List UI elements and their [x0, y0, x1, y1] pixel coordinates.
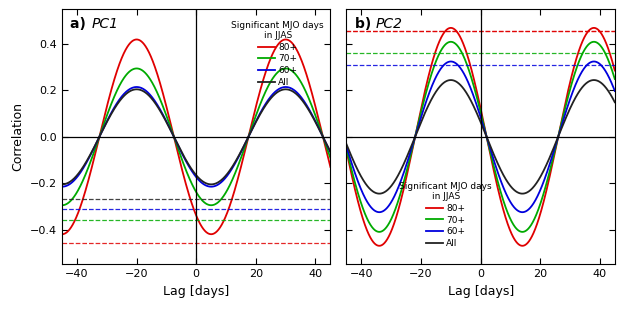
- 60+: [604, 72, 611, 76]
- 80+: [466, 63, 474, 67]
- All: [604, 88, 611, 91]
- 80+: [604, 44, 611, 48]
- 60+: [319, 135, 327, 138]
- 70+: [447, 40, 455, 44]
- All: [72, 175, 79, 179]
- All: [447, 78, 455, 82]
- 60+: [555, 135, 562, 139]
- 60+: [466, 85, 474, 89]
- 60+: [611, 89, 619, 93]
- 60+: [604, 72, 611, 76]
- 70+: [376, 230, 383, 234]
- Text: a): a): [70, 17, 91, 31]
- 70+: [611, 77, 619, 81]
- 80+: [604, 44, 611, 48]
- 60+: [72, 177, 79, 180]
- X-axis label: Lag [days]: Lag [days]: [448, 285, 514, 298]
- All: [189, 169, 196, 172]
- 60+: [189, 170, 196, 174]
- 80+: [189, 204, 196, 208]
- 60+: [343, 145, 350, 149]
- Line: 60+: 60+: [347, 62, 615, 212]
- 80+: [319, 134, 327, 137]
- 70+: [604, 56, 611, 59]
- Line: 80+: 80+: [347, 28, 615, 246]
- 80+: [270, 50, 277, 54]
- 80+: [327, 165, 334, 169]
- Line: 60+: 60+: [62, 87, 330, 187]
- 60+: [182, 158, 189, 162]
- All: [319, 134, 327, 138]
- 70+: [319, 134, 327, 138]
- 60+: [473, 105, 481, 109]
- 80+: [611, 69, 619, 72]
- All: [376, 192, 383, 196]
- 70+: [270, 76, 277, 79]
- 80+: [72, 216, 79, 220]
- 70+: [72, 192, 79, 196]
- All: [611, 100, 619, 104]
- All: [343, 142, 350, 146]
- 80+: [282, 38, 289, 41]
- Text: b): b): [355, 17, 376, 31]
- 80+: [343, 149, 350, 153]
- 60+: [356, 185, 364, 189]
- 60+: [447, 60, 455, 63]
- 80+: [356, 208, 364, 211]
- 60+: [319, 134, 327, 138]
- Line: All: All: [347, 80, 615, 194]
- All: [270, 94, 277, 97]
- 70+: [466, 72, 474, 76]
- Legend: 80+, 70+, 60+, All: 80+, 70+, 60+, All: [396, 178, 496, 252]
- 80+: [473, 91, 481, 95]
- All: [182, 157, 189, 161]
- Line: 80+: 80+: [62, 39, 330, 234]
- All: [327, 150, 334, 153]
- Line: 70+: 70+: [62, 68, 330, 205]
- 80+: [319, 134, 327, 138]
- All: [282, 87, 289, 91]
- All: [58, 183, 66, 186]
- All: [319, 135, 327, 138]
- 70+: [282, 67, 289, 70]
- Legend: 80+, 70+, 60+, All: 80+, 70+, 60+, All: [228, 17, 328, 91]
- Line: All: All: [62, 89, 330, 184]
- 60+: [376, 210, 383, 214]
- 70+: [604, 55, 611, 59]
- X-axis label: Lag [days]: Lag [days]: [163, 285, 229, 298]
- All: [473, 112, 481, 116]
- Text: PC2: PC2: [376, 17, 403, 31]
- 70+: [555, 136, 562, 139]
- 70+: [473, 97, 481, 101]
- Line: 70+: 70+: [347, 42, 615, 232]
- 60+: [58, 185, 66, 188]
- 70+: [327, 156, 334, 160]
- 70+: [182, 167, 189, 171]
- 80+: [447, 26, 455, 30]
- 70+: [319, 134, 327, 138]
- 80+: [376, 244, 383, 248]
- Y-axis label: Correlation: Correlation: [12, 102, 25, 171]
- 70+: [343, 147, 350, 151]
- All: [555, 135, 562, 139]
- All: [466, 97, 474, 101]
- All: [604, 87, 611, 91]
- 80+: [555, 136, 562, 139]
- All: [356, 173, 364, 177]
- 60+: [327, 151, 334, 154]
- 70+: [58, 203, 66, 207]
- Text: PC1: PC1: [92, 17, 119, 31]
- 60+: [282, 85, 289, 89]
- 70+: [356, 198, 364, 202]
- 80+: [182, 181, 189, 184]
- 80+: [58, 232, 66, 236]
- 60+: [270, 92, 277, 95]
- 70+: [189, 183, 196, 187]
